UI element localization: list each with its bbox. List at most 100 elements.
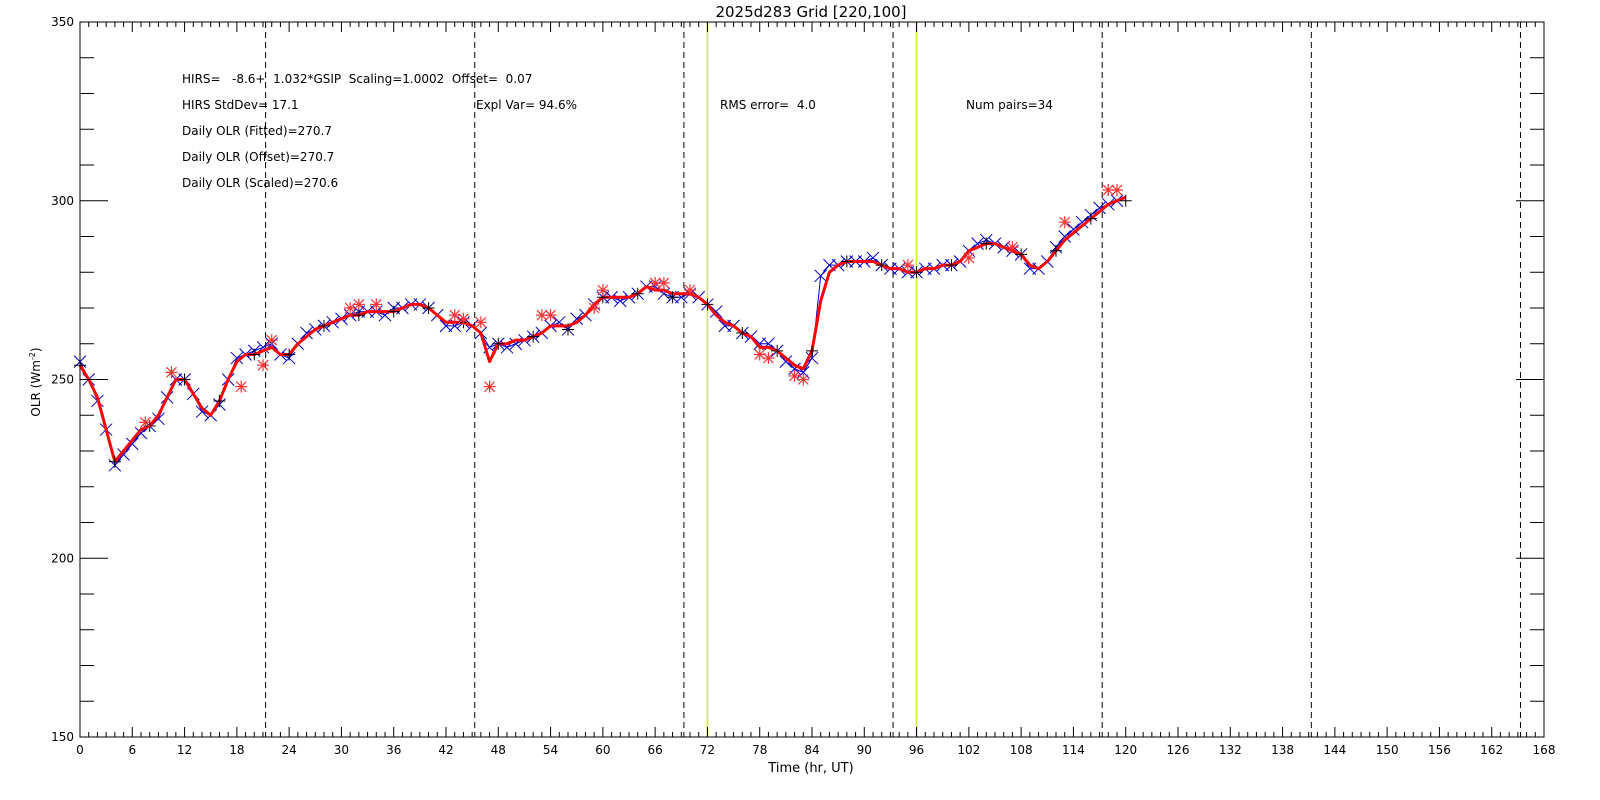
red-asterisk-marker [1058, 216, 1071, 229]
red-asterisk-marker [588, 302, 601, 314]
blue-x-marker [117, 448, 130, 461]
black-plus-marker [701, 298, 714, 311]
red-asterisk-marker [165, 366, 178, 379]
reference-lines [265, 22, 1521, 737]
x-tick-label: 66 [648, 743, 663, 757]
red-asterisk-marker [797, 373, 810, 386]
annotation-explained-variance: Expl Var= 94.6% [476, 98, 577, 112]
red-asterisk-marker [257, 359, 269, 372]
black-plus-marker [980, 237, 993, 250]
red-asterisk-marker [535, 309, 548, 322]
y-axis-label-close: ) [29, 347, 43, 352]
black-plus-marker [492, 337, 505, 350]
x-tick-label: 18 [229, 743, 244, 757]
black-plus-marker [840, 255, 853, 268]
blue-x-marker [1067, 222, 1080, 236]
red-asterisk-marker [474, 316, 487, 329]
black-plus-marker [108, 455, 121, 468]
x-tick-label: 126 [1167, 743, 1190, 757]
blue-x-marker [788, 362, 801, 376]
black-plus-marker [1119, 194, 1132, 207]
black-plus-marker [910, 266, 923, 279]
black-plus-marker [562, 323, 574, 336]
black-plus-marker [666, 291, 679, 304]
fit-annotations: HIRS= -8.6+ 1.032*GSIP Scaling=1.0002 Of… [182, 72, 1053, 190]
black-plus-marker [387, 305, 400, 318]
y-tick-label: 200 [51, 551, 74, 565]
x-tick-label: 6 [128, 743, 136, 757]
annotation-rms-error: RMS error= 4.0 [720, 98, 816, 112]
y-tick-label: 150 [51, 730, 74, 744]
red-asterisk-marker [596, 284, 609, 297]
x-tick-label: 36 [386, 743, 401, 757]
y-axis-label-superscript: -2 [28, 352, 37, 360]
blue-x-marker [1058, 230, 1072, 243]
red-asterisk-marker [265, 334, 278, 347]
blue-x-marker [814, 269, 828, 283]
annotation-stddev: HIRS StdDev= 17.1 [182, 98, 299, 112]
red-asterisk-marker [962, 251, 975, 264]
red-asterisk-marker [235, 380, 248, 393]
x-axis-label: Time (hr, UT) [767, 761, 853, 776]
blue-x-marker [1023, 262, 1037, 276]
chart-title: 2025d283 Grid [220,100] [715, 3, 906, 21]
black-plus-marker [422, 302, 435, 314]
blue-x-marker [230, 351, 244, 365]
blue-x-marker [125, 437, 139, 451]
x-tick-label: 42 [438, 743, 453, 757]
x-tick-label: 24 [282, 743, 297, 757]
red-asterisk-marker [1111, 184, 1123, 197]
black-plus-marker [945, 259, 958, 272]
blue-x-marker [195, 405, 209, 419]
x-tick-label: 138 [1271, 743, 1294, 757]
black-plus-marker [875, 259, 888, 272]
red-asterisk-marker [788, 369, 801, 382]
x-tick-label: 60 [595, 743, 610, 757]
x-tick-label: 150 [1376, 743, 1399, 757]
x-tick-label: 120 [1114, 743, 1137, 757]
black-plus-marker [178, 373, 191, 386]
x-tick-label: 168 [1533, 743, 1556, 757]
red-asterisk-marker [762, 352, 775, 365]
black-plus-marker [1050, 244, 1062, 257]
black-plus-marker [771, 344, 784, 357]
red-asterisk-marker [1006, 241, 1019, 254]
x-tick-label: 54 [543, 743, 558, 757]
series-layer [73, 184, 1132, 472]
black-plus-marker [806, 344, 818, 357]
x-tick-label: 156 [1428, 743, 1451, 757]
x-tick-label: 84 [804, 743, 819, 757]
x-tick-label: 0 [76, 743, 84, 757]
x-tick-label: 90 [857, 743, 872, 757]
annotation-daily-offset: Daily OLR (Offset)=270.7 [182, 150, 334, 164]
annotation-daily-fitted: Daily OLR (Fitted)=270.7 [182, 124, 332, 138]
red-asterisk-marker [649, 276, 662, 289]
black-plus-marker [736, 327, 749, 340]
x-tick-label: 102 [957, 743, 980, 757]
black-plus-marker [352, 309, 365, 322]
x-tick-label: 30 [334, 743, 349, 757]
annotation-daily-scaled: Daily OLR (Scaled)=270.6 [182, 176, 338, 190]
red-asterisk-marker [483, 380, 496, 393]
x-tick-label: 48 [491, 743, 506, 757]
x-tick-label: 72 [700, 743, 715, 757]
black-plus-marker [631, 287, 644, 300]
x-tick-label: 96 [909, 743, 924, 757]
x-tick-label: 144 [1323, 743, 1346, 757]
red-asterisk-marker [448, 309, 461, 322]
black-plus-marker [1084, 212, 1097, 225]
x-tick-label: 132 [1219, 743, 1242, 757]
red-asterisk-marker [370, 298, 383, 311]
red-asterisk-marker [753, 348, 766, 361]
red-asterisk-marker [657, 276, 670, 289]
x-tick-label: 162 [1480, 743, 1503, 757]
y-axis-label-main: OLR (Wm [29, 360, 43, 417]
axes: 0 6 12 18 24 30 36 42 48 54 60 66 72 78 84 90 96 102 108 11… [51, 15, 1555, 757]
black-plus-marker [213, 394, 226, 407]
blue-x-marker [779, 355, 793, 368]
red-asterisk-marker [1102, 184, 1115, 197]
blue-x-marker [300, 326, 313, 340]
red-asterisk-marker [352, 298, 365, 311]
blue-x-marker [152, 412, 165, 426]
